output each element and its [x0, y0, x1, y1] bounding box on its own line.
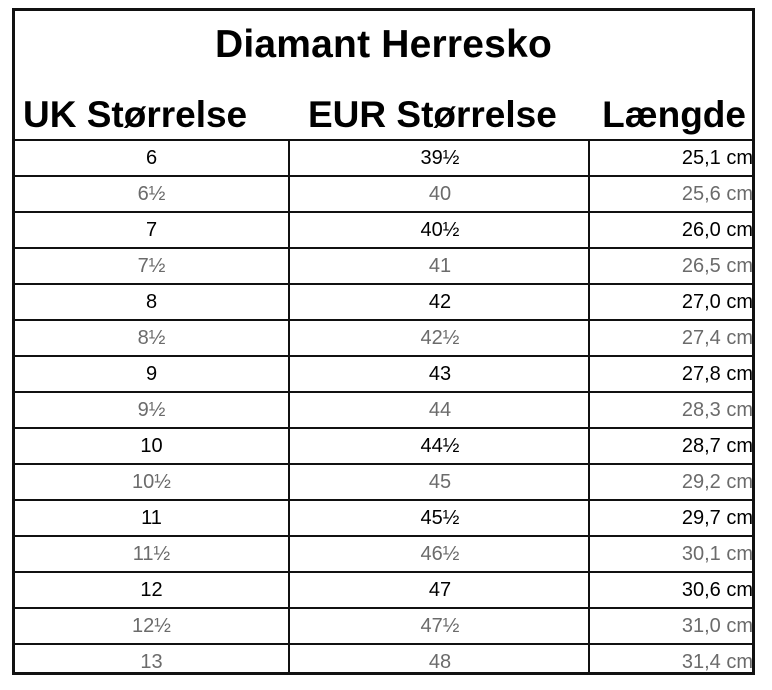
table-row: 8½ 42½ 27,4 cm	[15, 321, 755, 357]
length-cell: 25,6 cm	[681, 183, 753, 205]
eur-size-cell: 39½	[420, 147, 460, 169]
table-row: 11½ 46½ 30,1 cm	[15, 537, 755, 573]
eur-size-cell: 40½	[420, 219, 460, 241]
eur-size-cell: 44	[428, 399, 452, 421]
eur-size-cell: 46½	[420, 543, 460, 565]
uk-size-cell: 6	[145, 147, 158, 169]
length-cell: 28,3 cm	[681, 399, 753, 421]
table-row: 7 40½ 26,0 cm	[15, 213, 755, 249]
size-table: 6 39½ 25,1 cm 6½ 40 25,6 cm 7 40½ 26,0 cm 7½ 41 26,…	[15, 139, 755, 679]
uk-size-cell: 11	[141, 507, 162, 529]
eur-size-cell: 44½	[420, 435, 460, 457]
length-cell: 29,7 cm	[681, 507, 753, 529]
table-row: 9½ 44 28,3 cm	[15, 393, 755, 429]
table-row: 8 42 27,0 cm	[15, 285, 755, 321]
length-cell: 31,0 cm	[681, 615, 753, 637]
uk-size-cell: 6½	[137, 183, 166, 205]
uk-size-cell: 8	[145, 291, 158, 313]
length-cell: 30,1 cm	[681, 543, 753, 565]
table-row: 6½ 40 25,6 cm	[15, 177, 755, 213]
uk-size-cell: 10	[140, 435, 163, 457]
table-row: 10 44½ 28,7 cm	[15, 429, 755, 465]
eur-size-cell: 42	[428, 291, 452, 313]
table-row: 11 45½ 29,7 cm	[15, 501, 755, 537]
eur-size-cell: 43	[428, 363, 452, 385]
length-cell: 30,6 cm	[681, 579, 753, 601]
header-uk-size: UK Størrelse	[23, 94, 248, 135]
column-divider-2	[588, 139, 590, 672]
table-row: 7½ 41 26,5 cm	[15, 249, 755, 285]
table-row: 6 39½ 25,1 cm	[15, 141, 755, 177]
uk-size-cell: 13	[140, 651, 163, 673]
uk-size-cell: 10½	[132, 471, 171, 493]
header-length: Længde	[602, 94, 746, 135]
table-row: 12 47 30,6 cm	[15, 573, 755, 609]
length-cell: 29,2 cm	[681, 471, 753, 493]
table-row: 12½ 47½ 31,0 cm	[15, 609, 755, 645]
uk-size-cell: 9½	[137, 399, 166, 421]
column-headers: UK Størrelse EUR Størrelse Længde	[15, 91, 752, 141]
uk-size-cell: 9	[145, 363, 158, 385]
table-row: 10½ 45 29,2 cm	[15, 465, 755, 501]
eur-size-cell: 40	[428, 183, 452, 205]
length-cell: 26,0 cm	[681, 219, 753, 241]
length-cell: 25,1 cm	[681, 147, 753, 169]
uk-size-cell: 7	[145, 219, 158, 241]
uk-size-cell: 8½	[137, 327, 166, 349]
uk-size-cell: 12½	[132, 615, 171, 637]
eur-size-cell: 45	[428, 471, 452, 493]
eur-size-cell: 41	[428, 255, 452, 277]
chart-title: Diamant Herresko	[214, 23, 552, 66]
length-cell: 31,4 cm	[681, 651, 753, 673]
eur-size-cell: 48	[428, 651, 452, 673]
eur-size-cell: 45½	[420, 507, 460, 529]
table-row: 13 48 31,4 cm	[15, 645, 755, 679]
length-cell: 28,7 cm	[681, 435, 753, 457]
length-cell: 27,0 cm	[681, 291, 753, 313]
table-row: 9 43 27,8 cm	[15, 357, 755, 393]
column-divider-1	[288, 139, 290, 672]
eur-size-cell: 47½	[420, 615, 460, 637]
eur-size-cell: 42½	[420, 327, 460, 349]
header-eur-size: EUR Størrelse	[308, 94, 557, 135]
length-cell: 26,5 cm	[681, 255, 753, 277]
eur-size-cell: 47	[428, 579, 452, 601]
uk-size-cell: 12	[140, 579, 163, 601]
size-chart: Diamant Herresko UK Størrelse EUR Større…	[12, 8, 755, 675]
uk-size-cell: 7½	[137, 255, 166, 277]
length-cell: 27,4 cm	[681, 327, 753, 349]
length-cell: 27,8 cm	[681, 363, 753, 385]
uk-size-cell: 11½	[132, 543, 171, 565]
